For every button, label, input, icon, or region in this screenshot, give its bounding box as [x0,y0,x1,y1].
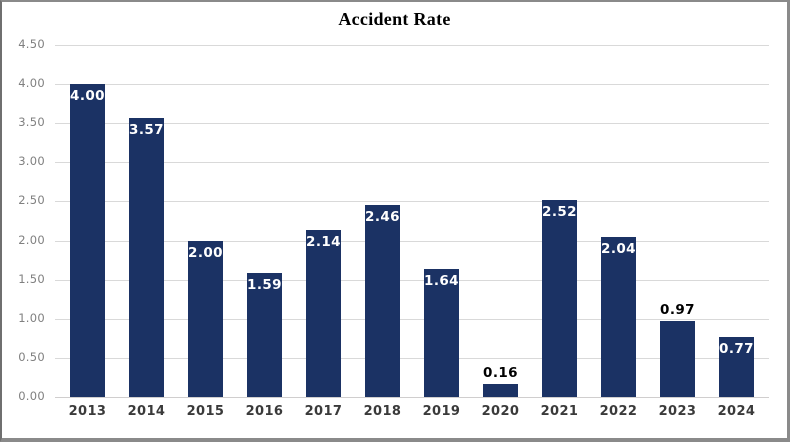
bar-2017 [306,229,341,397]
y-axis-tick-label: 1.50 [18,271,45,286]
x-axis-tick-label: 2018 [363,404,402,419]
y-axis-tick-label: 4.00 [18,76,45,91]
y-axis-tick-label: 0.50 [18,349,45,364]
gridline [55,357,769,359]
x-axis-tick-label: 2022 [599,404,638,419]
chart-title: Accident Rate [338,9,451,29]
x-axis-tick-label: 2019 [422,404,461,419]
gridline [55,84,769,86]
data-label-2018: 2.46 [365,208,400,225]
y-axis-tick-label: 3.00 [18,154,45,169]
gridline [55,45,769,46]
bar-2014 [129,117,164,397]
x-axis-tick-label: 2023 [658,404,697,419]
bar-2016 [247,272,282,397]
x-axis-tick-label: 2017 [304,404,343,419]
x-axis-tick-label: 2021 [540,404,579,419]
x-axis-tick-label: 2015 [186,404,225,419]
data-label-2017: 2.14 [306,233,341,250]
bar-2024 [719,336,754,397]
bar-2018 [365,204,400,397]
x-axis-tick-label: 2016 [245,404,284,419]
y-axis-tick-label: 3.50 [18,115,45,130]
gridline [55,318,769,320]
gridline [55,240,769,242]
bar-2022 [601,237,636,397]
bar-2019 [424,268,459,397]
bar-2023 [660,321,695,397]
bar-2015 [188,240,223,397]
x-axis-tick-label: 2024 [717,404,756,419]
x-axis-line [55,397,769,398]
data-label-2022: 2.04 [601,241,636,258]
gridline [55,162,769,164]
data-label-2019: 1.64 [424,272,459,289]
gridline [55,279,769,281]
bar-2021 [542,199,577,397]
data-label-2015: 2.00 [188,244,223,261]
bar-2020 [483,384,518,397]
data-label-2013: 4.00 [70,88,105,105]
data-label-2014: 3.57 [129,121,164,138]
gridline [55,123,769,125]
y-axis-tick-label: 4.50 [18,37,45,51]
x-axis-tick-label: 2013 [68,404,107,419]
data-label-2016: 1.59 [247,276,282,293]
y-axis-tick-label: 0.00 [18,389,45,403]
y-axis-tick-label: 2.50 [18,193,45,208]
gridline [55,201,769,203]
x-axis-tick-label: 2014 [127,404,166,419]
y-axis-tick-label: 2.00 [18,232,45,247]
data-label-2023: 0.97 [660,302,695,319]
x-axis-tick-label: 2020 [481,404,520,419]
bar-2013 [70,84,105,397]
data-label-2021: 2.52 [542,203,577,220]
y-axis-tick-label: 1.00 [18,310,45,325]
data-label-2020: 0.16 [483,365,518,382]
data-label-2024: 0.77 [719,340,754,357]
